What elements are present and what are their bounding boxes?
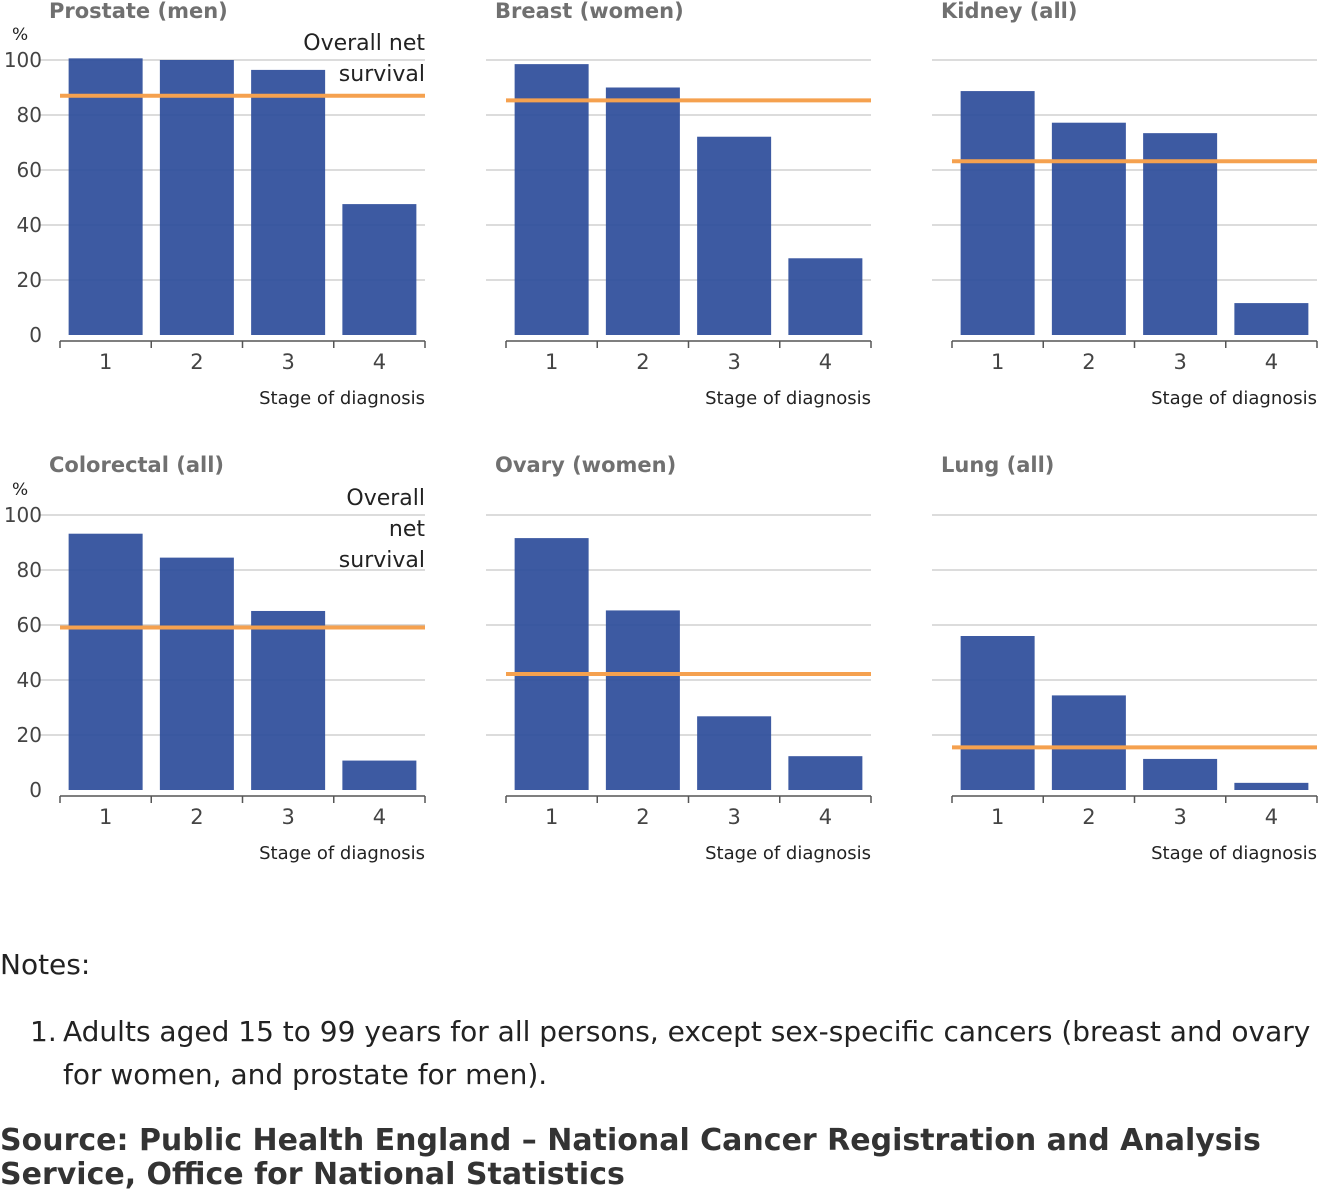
bar-stage-4 [342, 204, 417, 335]
x-tick-label: 1 [99, 350, 112, 374]
x-tick-label: 3 [1173, 805, 1186, 829]
x-tick-label: 2 [636, 350, 649, 374]
x-tick-label: 1 [991, 805, 1004, 829]
x-tick-label: 4 [819, 805, 832, 829]
panel-title: Prostate (men) [49, 0, 228, 23]
panel-title: Lung (all) [941, 453, 1054, 477]
bar-stage-4 [342, 760, 417, 790]
bar-stage-1 [514, 64, 589, 335]
y-tick-label: 80 [17, 558, 42, 582]
x-tick-label: 1 [545, 350, 558, 374]
x-tick-label: 4 [1265, 805, 1278, 829]
x-axis-title: Stage of diagnosis [1151, 843, 1317, 864]
y-axis-unit: % [12, 480, 28, 500]
bar-stage-2 [159, 557, 234, 790]
panel-title: Ovary (women) [495, 453, 676, 477]
x-axis-title: Stage of diagnosis [1151, 388, 1317, 409]
y-tick-label: 80 [17, 103, 42, 127]
bar-stage-2 [1051, 695, 1126, 790]
bar-stage-4 [1234, 303, 1309, 335]
y-tick-label: 40 [17, 213, 42, 237]
y-tick-label: 60 [17, 158, 42, 182]
bar-stage-1 [68, 533, 143, 790]
bar-stage-1 [960, 636, 1035, 790]
x-tick-label: 3 [727, 350, 740, 374]
x-axis-title: Stage of diagnosis [259, 388, 425, 409]
x-tick-label: 2 [190, 350, 203, 374]
source-text: Source: Public Health England – National… [0, 1123, 1261, 1192]
x-tick-label: 2 [636, 805, 649, 829]
x-tick-label: 1 [99, 805, 112, 829]
notes-list: 1. Adults aged 15 to 99 years for all pe… [0, 1010, 1330, 1096]
overall-net-survival-label: Overall [346, 486, 425, 511]
bar-stage-1 [514, 538, 589, 790]
y-tick-label: 40 [17, 668, 42, 692]
y-tick-label: 0 [29, 778, 42, 802]
bar-stage-3 [697, 716, 772, 790]
x-tick-label: 2 [1082, 805, 1095, 829]
x-axis-title: Stage of diagnosis [259, 843, 425, 864]
bar-stage-2 [605, 610, 680, 790]
note-text: Adults aged 15 to 99 years for all perso… [63, 1015, 1311, 1091]
bar-stage-2 [159, 60, 234, 335]
bar-stage-3 [251, 69, 326, 336]
bar-stage-2 [1051, 122, 1126, 335]
bar-stage-4 [788, 756, 863, 790]
x-tick-label: 4 [373, 805, 386, 829]
x-tick-label: 4 [373, 350, 386, 374]
bar-stage-4 [1234, 782, 1309, 790]
x-tick-label: 2 [190, 805, 203, 829]
overall-net-survival-label: survival [339, 62, 425, 87]
panel-title: Colorectal (all) [49, 453, 224, 477]
panel-title: Breast (women) [495, 0, 684, 23]
x-tick-label: 4 [1265, 350, 1278, 374]
x-axis-title: Stage of diagnosis [705, 388, 871, 409]
overall-net-survival-label: net [389, 517, 425, 542]
note-number: 1. [30, 1015, 57, 1048]
bar-stage-1 [960, 91, 1035, 335]
bar-stage-4 [788, 258, 863, 335]
x-axis-title: Stage of diagnosis [705, 843, 871, 864]
y-tick-label: 20 [17, 723, 42, 747]
bar-stage-2 [605, 87, 680, 335]
bar-stage-3 [1143, 133, 1218, 335]
x-tick-label: 3 [281, 805, 294, 829]
notes-heading: Notes: [0, 948, 91, 981]
y-tick-label: 100 [4, 48, 42, 72]
x-tick-label: 3 [281, 350, 294, 374]
y-tick-label: 100 [4, 503, 42, 527]
y-tick-label: 20 [17, 268, 42, 292]
x-tick-label: 3 [1173, 350, 1186, 374]
overall-net-survival-label: Overall net [303, 31, 425, 56]
y-tick-label: 60 [17, 613, 42, 637]
panel-title: Kidney (all) [941, 0, 1077, 23]
overall-net-survival-label: survival [339, 548, 425, 573]
bar-stage-3 [251, 610, 326, 790]
x-tick-label: 1 [545, 805, 558, 829]
note-item: 1. Adults aged 15 to 99 years for all pe… [0, 1010, 1330, 1096]
bar-stage-3 [1143, 758, 1218, 790]
x-tick-label: 3 [727, 805, 740, 829]
bar-stage-1 [68, 58, 143, 335]
bar-stage-3 [697, 136, 772, 335]
y-axis-unit: % [12, 25, 28, 45]
x-tick-label: 4 [819, 350, 832, 374]
x-tick-label: 1 [991, 350, 1004, 374]
y-tick-label: 0 [29, 323, 42, 347]
x-tick-label: 2 [1082, 350, 1095, 374]
